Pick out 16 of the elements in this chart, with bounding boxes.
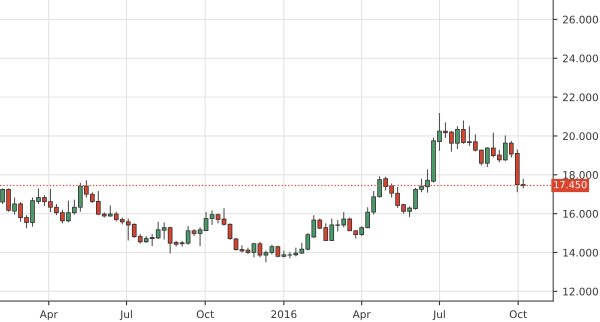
y-tick-label: 22.000 <box>562 93 598 102</box>
ref-line-label: 17.450 <box>554 180 587 188</box>
y-tick-label: 26.000 <box>562 16 598 24</box>
x-tick-label: Apr <box>40 310 58 320</box>
y-tick-label: 12.000 <box>563 288 598 296</box>
x-tick-label: Oct <box>196 310 214 318</box>
y-tick-label: 16.000 <box>563 210 598 218</box>
x-tick-label: 2016 <box>271 310 296 318</box>
x-tick-label: Jul <box>432 310 445 320</box>
x-tick-label: Oct <box>510 310 527 318</box>
x-tick-label: Jul <box>120 310 132 320</box>
y-tick-label: 18.000 <box>563 171 598 179</box>
y-tick-label: 24.000 <box>562 54 598 62</box>
x-tick-label: Apr <box>352 310 371 320</box>
y-tick-label: 20.000 <box>562 132 598 140</box>
y-tick-label: 14.000 <box>563 248 598 257</box>
